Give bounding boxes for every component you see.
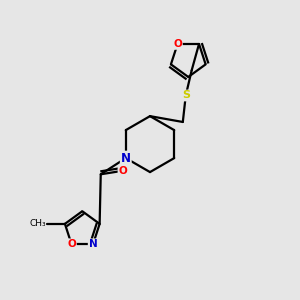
Text: N: N — [88, 239, 98, 249]
Text: O: O — [118, 166, 127, 176]
Text: O: O — [173, 39, 182, 49]
Text: N: N — [121, 152, 131, 165]
Text: CH₃: CH₃ — [29, 219, 46, 228]
Text: S: S — [182, 91, 190, 100]
Text: O: O — [67, 239, 76, 249]
